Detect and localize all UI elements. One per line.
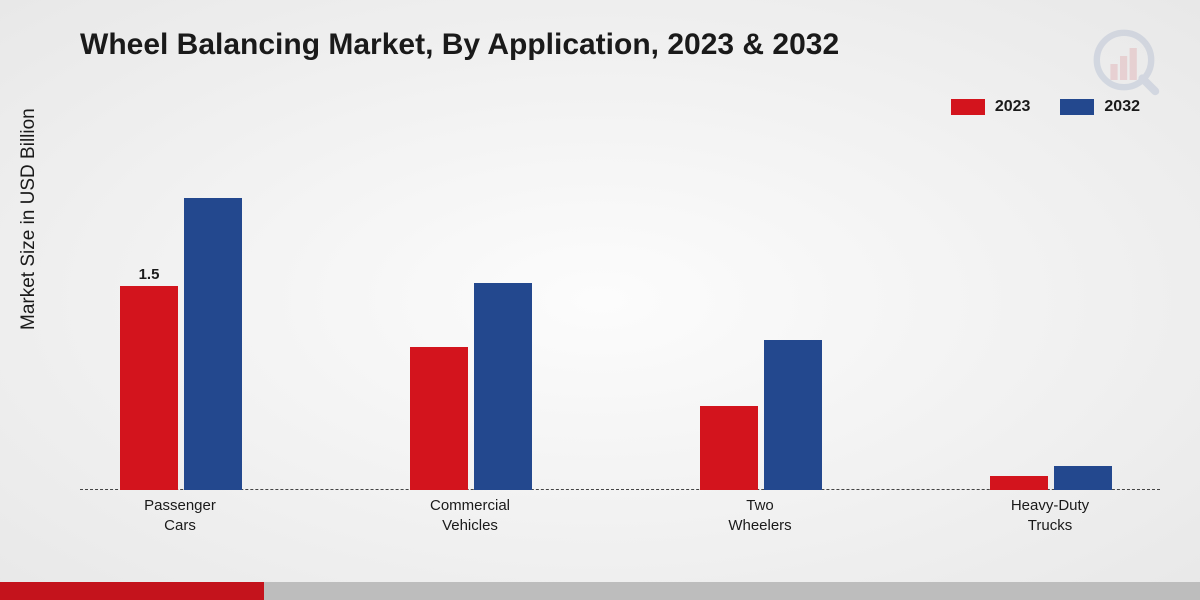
bar-2023	[410, 347, 468, 490]
legend-item-2032: 2032	[1060, 98, 1140, 116]
bar-2032	[474, 283, 532, 490]
bar-2023: 1.5	[120, 286, 178, 490]
category-group: 1.5	[120, 198, 242, 490]
legend-swatch-2023	[951, 99, 985, 115]
x-axis-category-label: Passenger Cars	[110, 496, 250, 535]
y-axis-label: Market Size in USD Billion	[18, 108, 40, 330]
bar-2023	[990, 476, 1048, 490]
bar-value-label: 1.5	[120, 266, 178, 283]
category-group	[700, 340, 822, 490]
x-axis-category-label: Heavy-Duty Trucks	[980, 496, 1120, 535]
legend-swatch-2032	[1060, 99, 1094, 115]
bar-2032	[764, 340, 822, 490]
footer-bar	[0, 582, 1200, 600]
legend-label-2023: 2023	[995, 98, 1031, 116]
plot-area: 1.5	[80, 150, 1160, 490]
footer-red-segment	[0, 582, 264, 600]
chart-title: Wheel Balancing Market, By Application, …	[80, 28, 839, 62]
brand-logo-watermark	[1080, 24, 1160, 104]
bar-2023	[700, 406, 758, 490]
legend-item-2023: 2023	[951, 98, 1031, 116]
x-axis-labels: Passenger Cars Commercial Vehicles Two Whe…	[80, 496, 1160, 546]
bar-2032	[1054, 466, 1112, 490]
x-axis-category-label: Two Wheelers	[690, 496, 830, 535]
legend-label-2032: 2032	[1104, 98, 1140, 116]
footer-grey-segment	[264, 582, 1200, 600]
legend: 2023 2032	[951, 98, 1140, 116]
x-axis-category-label: Commercial Vehicles	[400, 496, 540, 535]
category-group	[410, 283, 532, 490]
bar-2032	[184, 198, 242, 490]
category-group	[990, 466, 1112, 490]
